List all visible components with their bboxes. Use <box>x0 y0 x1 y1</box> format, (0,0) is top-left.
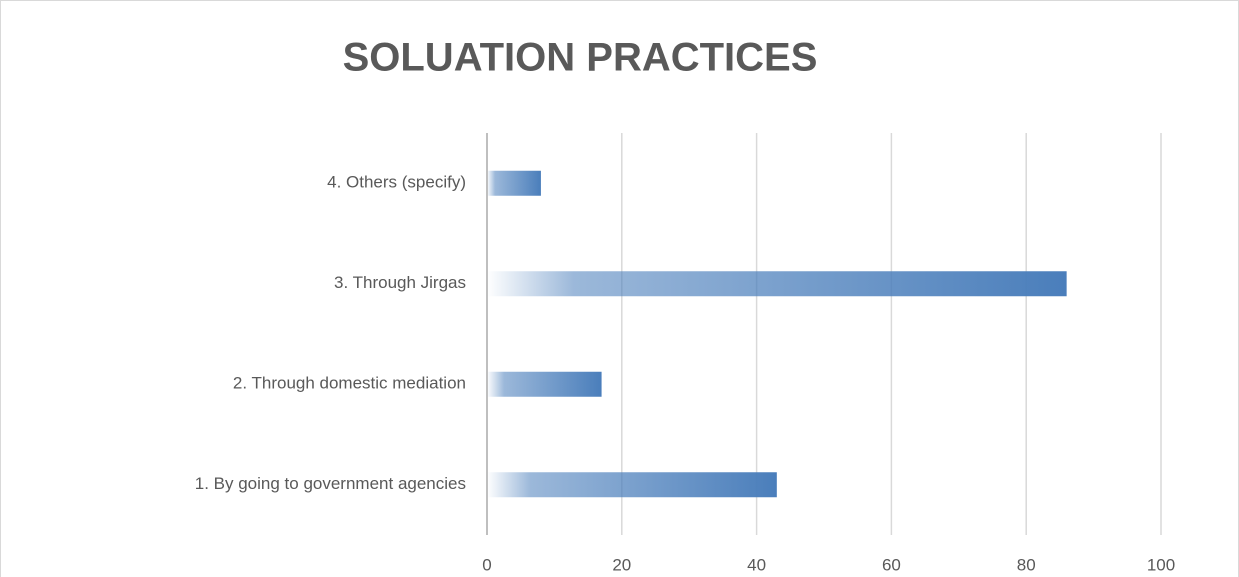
chart-title: SOLUATION PRACTICES <box>343 36 818 80</box>
x-tick-label: 100 <box>1147 555 1175 574</box>
y-tick-label: 1. By going to government agencies <box>195 474 466 493</box>
y-tick-label: 4. Others (specify) <box>327 173 466 192</box>
x-tick-label: 40 <box>747 555 766 574</box>
bar <box>487 170 541 196</box>
x-tick-label: 20 <box>612 555 631 574</box>
x-tick-label: 60 <box>882 555 901 574</box>
x-tick-label: 80 <box>1017 555 1036 574</box>
bar <box>487 271 1067 297</box>
x-tick-label: 0 <box>482 555 491 574</box>
y-tick-label: 3. Through Jirgas <box>334 273 466 292</box>
y-tick-label: 2. Through domestic mediation <box>233 374 466 393</box>
bar <box>487 371 602 397</box>
bar <box>487 472 777 498</box>
